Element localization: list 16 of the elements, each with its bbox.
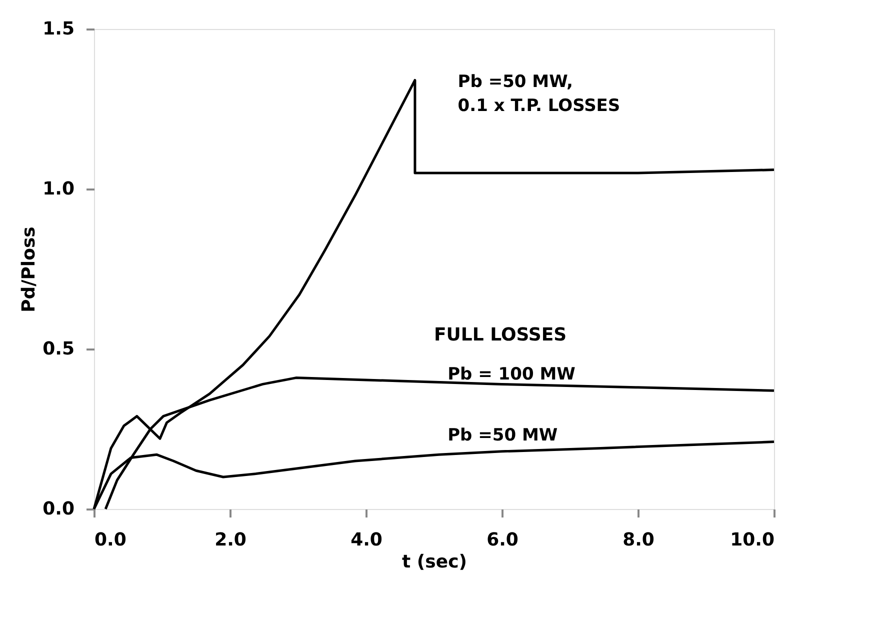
text: Pb =50 MW, 0.1 x T.P. LOSSES [458,72,620,116]
x-tick-label: 4.0 [350,530,382,550]
annotation: FULL LOSSES [434,324,567,346]
series-label: Pb =50 MW [448,425,558,446]
y-tick-label: 1.5 [42,18,74,40]
y-tick-label: 0.0 [42,498,74,520]
x-tick-label: 6.0 [486,530,518,550]
x-tick-label: 8.0 [622,530,654,550]
series-label: Pb = 100 MW [448,364,576,385]
x-tick-label: 10.0 [730,530,774,550]
y-axis-title: Pd/Ploss [18,226,40,312]
x-tick-label: 0.0 [94,530,126,550]
x-axis-title: t (sec) [402,552,467,572]
y-tick-label: 1.0 [42,178,74,200]
x-tick-label: 2.0 [214,530,246,550]
y-tick-label: 0.5 [42,338,74,360]
